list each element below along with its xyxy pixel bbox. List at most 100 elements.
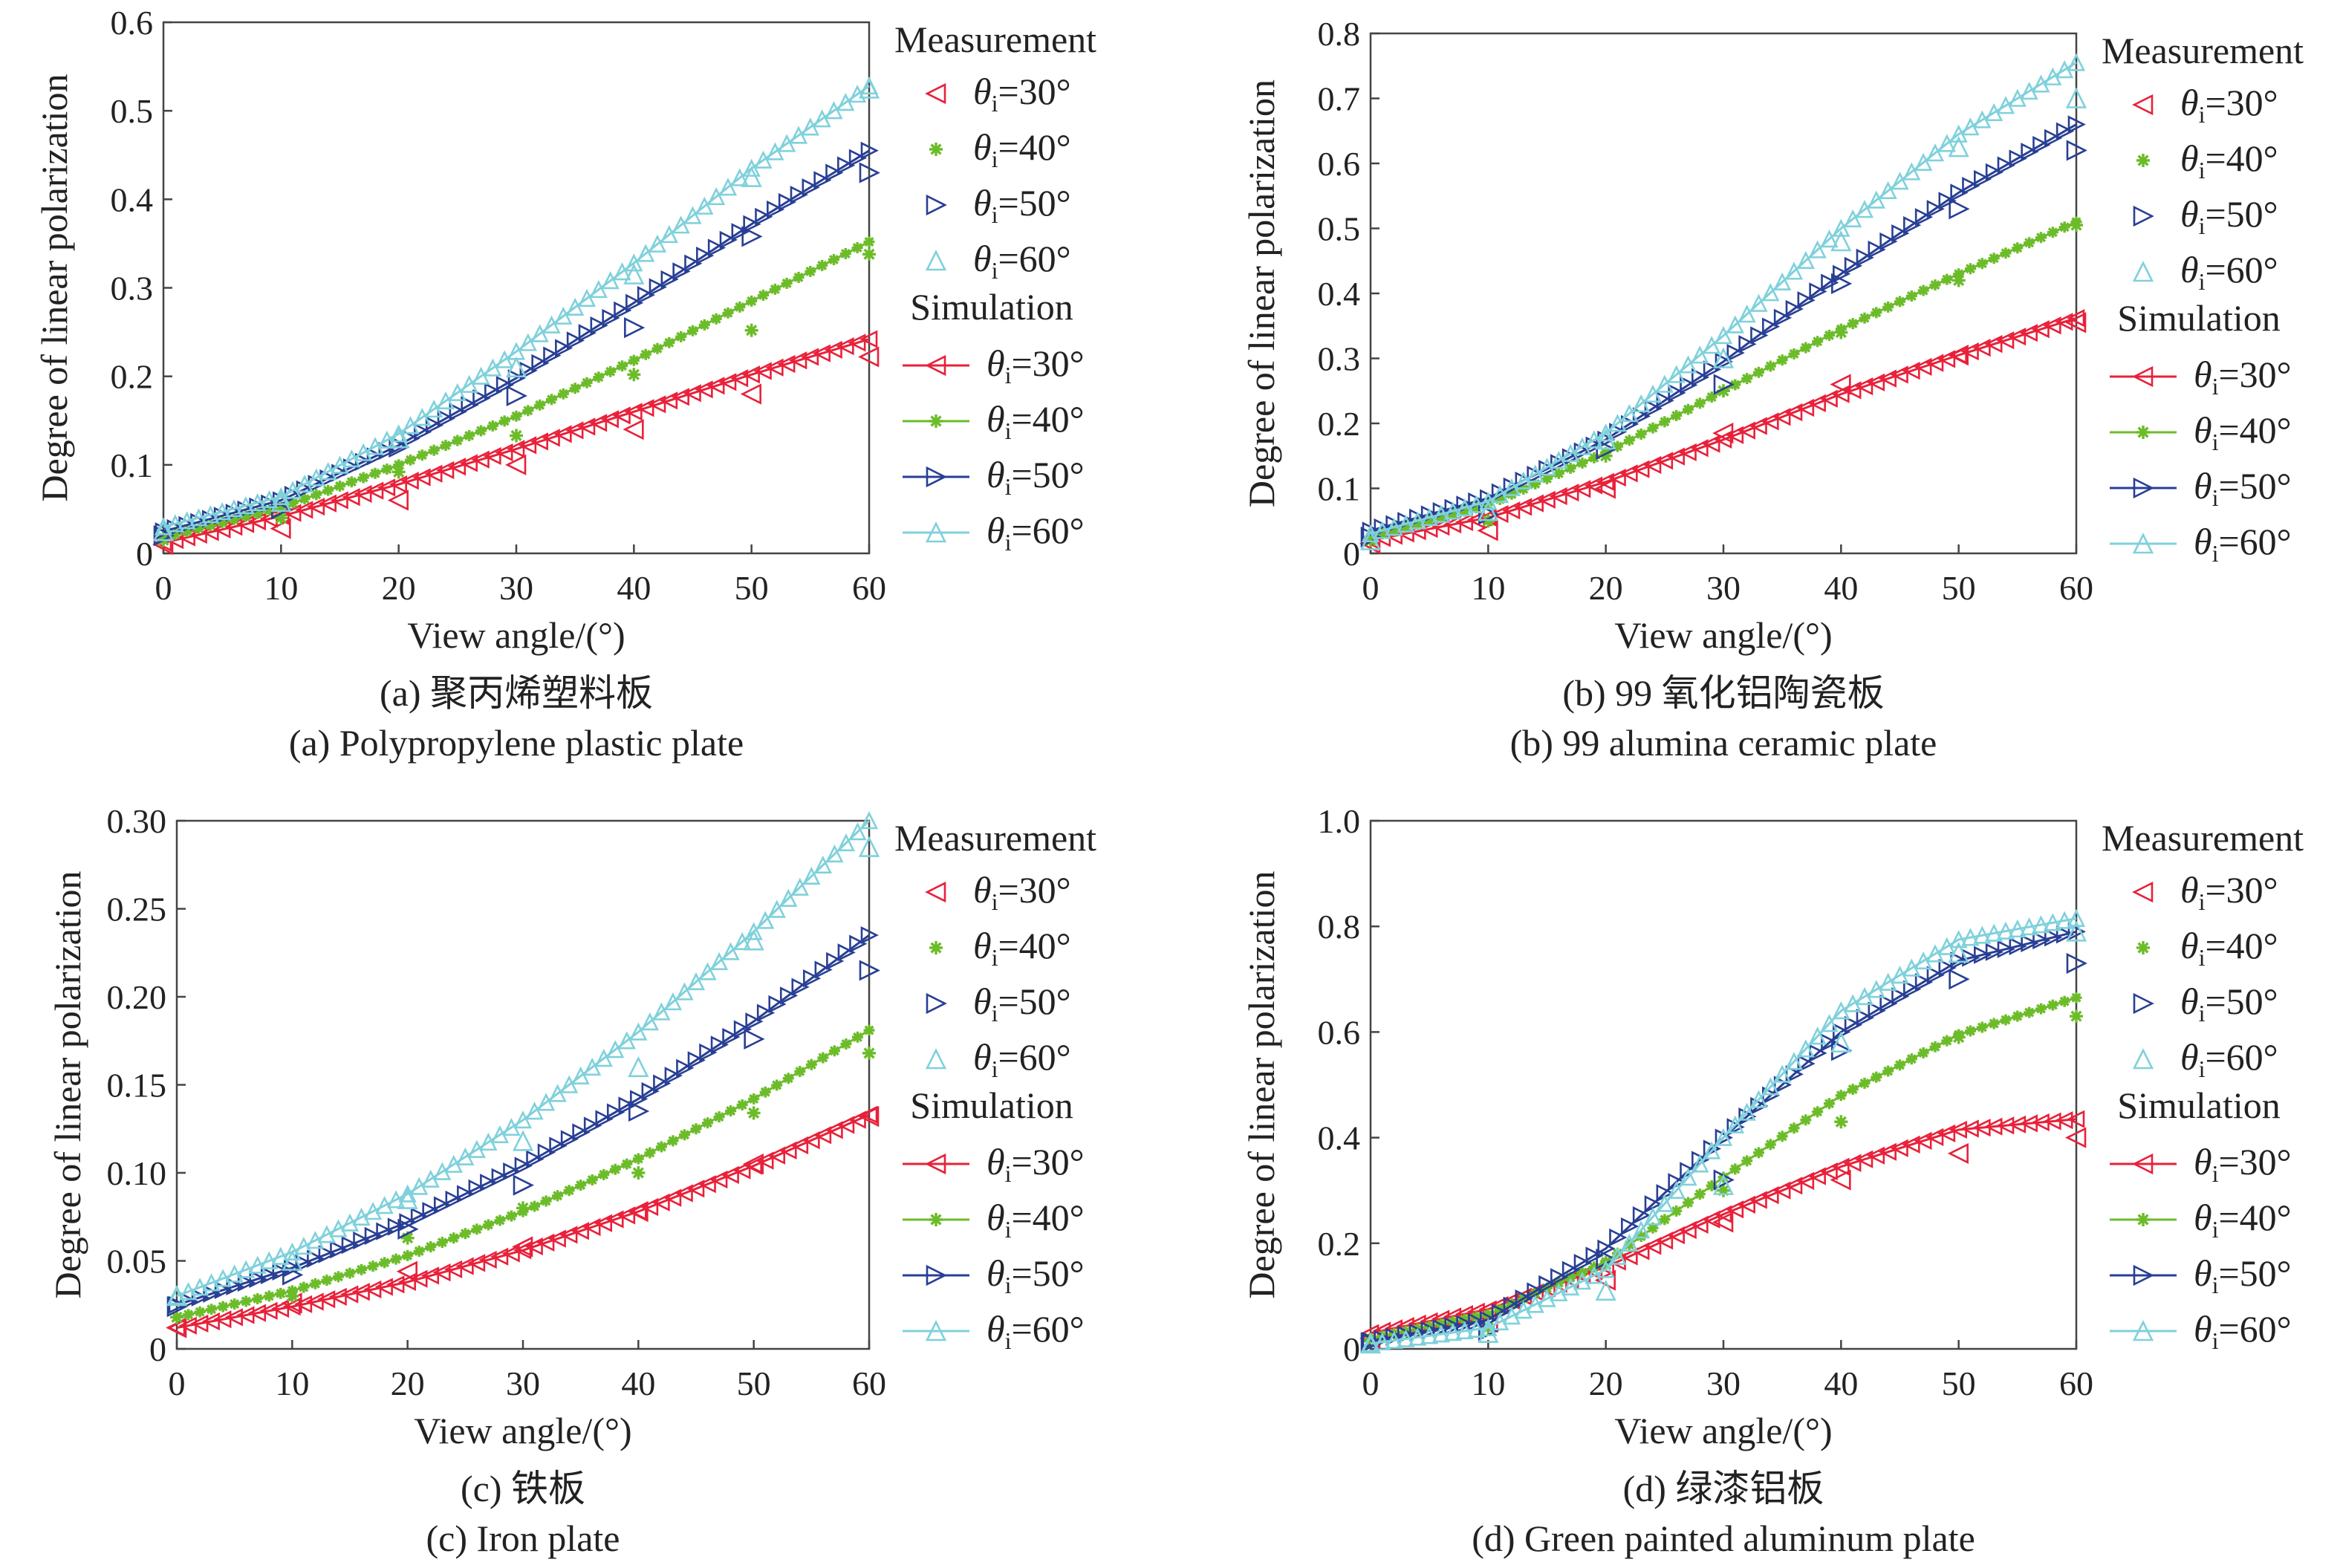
measurement-point xyxy=(741,226,763,247)
legend-measurement-marker xyxy=(929,143,943,156)
legend-measurement-marker xyxy=(925,250,947,271)
simulation-marker xyxy=(1974,169,1992,189)
simulation-marker xyxy=(1691,368,1710,386)
simulation-marker xyxy=(618,1096,637,1115)
simulation-marker xyxy=(1631,460,1650,478)
legend-label: θi=50° xyxy=(987,1252,1085,1298)
simulation-marker xyxy=(179,1282,198,1301)
simulation-marker xyxy=(1973,925,1992,944)
simulation-marker xyxy=(272,1262,290,1281)
simulation-marker xyxy=(252,1292,264,1304)
simulation-marker xyxy=(2008,919,2027,938)
chart-panel: 0 10 20 30 40 50 60 0 0.1 0.2 0.3 0.4 0.5 0.6 View ang… xyxy=(33,4,1096,764)
simulation-marker xyxy=(484,383,503,401)
chart-panel: 0 10 20 30 40 50 60 0 0.2 0.4 0.6 0.8 1.0 View angle/… xyxy=(1241,802,2304,1559)
measurement-point xyxy=(1951,273,1966,287)
simulation-marker xyxy=(432,1263,451,1282)
x-tick-label: 60 xyxy=(2059,569,2093,607)
simulation-marker xyxy=(224,499,244,518)
x-tick-label: 10 xyxy=(1471,1364,1505,1402)
simulation-marker xyxy=(542,315,561,334)
simulation-marker xyxy=(377,478,396,497)
simulation-marker xyxy=(495,376,515,394)
simulation-marker xyxy=(1795,1171,1815,1191)
simulation-marker xyxy=(345,476,357,488)
simulation-marker xyxy=(400,472,419,490)
legend-label: θi=60° xyxy=(2180,1036,2278,1082)
simulation-marker xyxy=(1679,1168,1697,1186)
measurement-point xyxy=(505,356,527,378)
measurement-point xyxy=(2065,920,2087,942)
simulation-marker xyxy=(612,406,631,425)
measurement-point xyxy=(1948,136,1969,157)
simulation-marker xyxy=(549,1136,568,1155)
measurement-point xyxy=(741,166,762,187)
simulation-marker xyxy=(322,484,334,496)
simulation-marker xyxy=(457,1185,475,1203)
simulation-marker xyxy=(816,259,828,271)
simulation-marker xyxy=(1726,315,1744,334)
y-tick-label: 0.30 xyxy=(107,802,167,840)
simulation-marker xyxy=(1812,336,1824,348)
simulation-marker xyxy=(600,410,619,429)
simulation-marker xyxy=(379,1257,391,1269)
simulation-marker xyxy=(859,330,878,348)
simulation-marker xyxy=(1561,1277,1580,1296)
measurement-point xyxy=(1947,345,1969,366)
simulation-marker xyxy=(641,1081,660,1101)
legend: Measurementθi=30°θi=40°θi=50°θi=60°Simul… xyxy=(2102,30,2304,567)
simulation-marker xyxy=(1784,403,1803,422)
simulation-marker xyxy=(295,1254,313,1272)
simulation-marker xyxy=(578,324,597,342)
measurement-point xyxy=(1830,1031,1852,1053)
simulation-marker xyxy=(387,1217,406,1236)
simulation-marker xyxy=(1871,307,1882,319)
x-tick-label: 60 xyxy=(852,1364,886,1402)
simulation-marker xyxy=(1833,264,1851,283)
simulation-marker xyxy=(1467,1319,1486,1338)
simulation-marker xyxy=(1925,1128,1944,1146)
measurement-point xyxy=(1595,428,1616,450)
legend-measurement-marker xyxy=(2133,992,2154,1015)
simulation-marker xyxy=(487,420,498,432)
measurement-point xyxy=(388,427,409,449)
simulation-marker xyxy=(307,1249,325,1268)
measurement-point xyxy=(516,1201,530,1215)
simulation-marker xyxy=(260,1266,279,1285)
simulation-marker xyxy=(2058,221,2070,233)
legend-header-measurement: Measurement xyxy=(2102,817,2304,859)
simulation-marker xyxy=(1847,318,1859,330)
simulation-marker xyxy=(759,1086,771,1098)
simulation-marker xyxy=(471,1223,483,1235)
y-tick-label: 0.15 xyxy=(107,1067,167,1105)
simulation-marker xyxy=(1659,416,1671,428)
simulation-marker xyxy=(630,1090,649,1108)
simulation-marker xyxy=(741,365,760,384)
caption-chinese: (d) 绿漆铝板 xyxy=(1623,1468,1824,1509)
simulation-marker xyxy=(319,461,337,481)
y-tick-label: 0.2 xyxy=(1318,405,1361,443)
simulation-marker xyxy=(525,1102,544,1120)
simulation-marker xyxy=(837,156,856,175)
simulation-marker xyxy=(1619,464,1638,483)
simulation-marker xyxy=(683,206,702,224)
simulation-marker xyxy=(1561,1260,1581,1279)
simulation-marker xyxy=(1997,156,2015,175)
measurement-point xyxy=(862,247,876,261)
simulation-marker xyxy=(1631,1242,1650,1260)
simulation-marker xyxy=(482,1219,494,1231)
y-tick-label: 0.1 xyxy=(1318,470,1361,508)
simulation-marker xyxy=(1961,928,1980,946)
simulation-marker xyxy=(859,811,879,830)
measurement-point xyxy=(506,385,527,406)
simulation-marker xyxy=(1691,345,1709,364)
simulation-marker xyxy=(1937,1124,1956,1143)
simulation-marker xyxy=(748,1093,760,1105)
simulation-marker xyxy=(781,277,793,289)
measurement-point xyxy=(624,317,646,339)
simulation-marker xyxy=(2000,1014,2012,1026)
simulation-marker xyxy=(1596,472,1614,491)
measurement-point xyxy=(2065,1127,2087,1148)
simulation-marker xyxy=(1859,1077,1871,1089)
simulation-marker xyxy=(617,1206,636,1225)
